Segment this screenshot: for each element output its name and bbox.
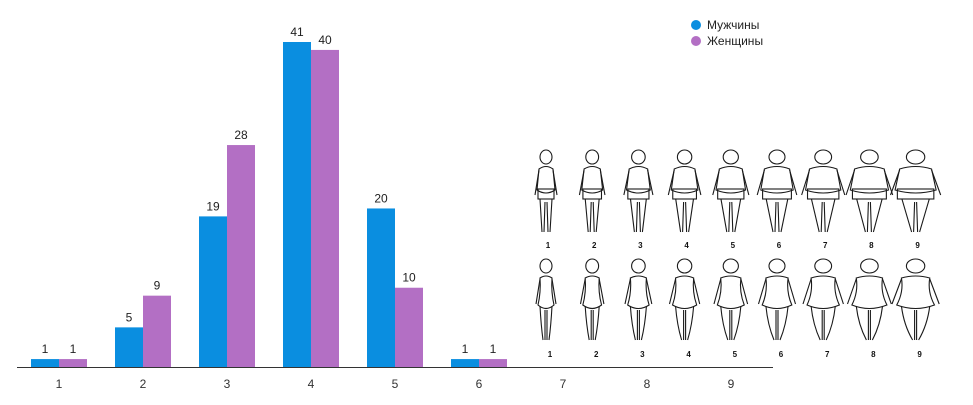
bar-men: [115, 327, 143, 367]
bar-men: [31, 359, 59, 367]
bar-men: [283, 42, 311, 367]
female-figure-number: 5: [733, 350, 738, 359]
bar-value-label: 10: [402, 271, 416, 285]
x-tick-label: 2: [140, 377, 147, 391]
bar-women: [59, 359, 87, 367]
male-figure-number: 3: [638, 241, 643, 250]
bar-women: [479, 359, 507, 367]
female-figure: [668, 258, 701, 341]
male-figure-number: 6: [777, 241, 782, 250]
male-figure: [667, 149, 702, 233]
bar-labels-layer: 1 1 5 9 19 28 41 40 20 10 1 1: [42, 25, 497, 356]
legend-item-men: Мужчины: [691, 18, 759, 32]
x-tick-label: 6: [476, 377, 483, 391]
male-figure-number: 8: [869, 241, 874, 250]
female-figure-number: 2: [594, 350, 599, 359]
male-figure-number: 7: [823, 241, 828, 250]
x-tick-label: 1: [56, 377, 63, 391]
female-figure-number: 4: [686, 350, 691, 359]
male-figure-number: 2: [592, 241, 597, 250]
bar-women: [143, 295, 171, 367]
bar-value-label: 41: [290, 25, 304, 39]
bar-value-label: 1: [462, 342, 469, 356]
bar-men: [451, 359, 479, 367]
legend-label-men: Мужчины: [707, 18, 759, 32]
bars-layer: [31, 42, 507, 368]
male-figure-number: 5: [731, 241, 736, 250]
female-figure-number: 8: [871, 350, 876, 359]
x-tick-label: 9: [728, 377, 735, 391]
female-figure-number: 9: [917, 350, 922, 359]
x-tick-labels: 1 2 3 4 5 6 7 8 9: [56, 377, 735, 391]
x-tick-label: 3: [224, 377, 231, 391]
body-figure-scale: 1 2 3 4 5 6 7 8 9 1 2 3 4 5 6 7 8 9: [534, 149, 942, 359]
male-figure: [534, 149, 558, 233]
male-figure-number: 9: [915, 241, 920, 250]
bar-value-label: 5: [126, 310, 133, 324]
male-figure-number: 1: [546, 241, 551, 250]
female-figure: [757, 258, 797, 341]
bar-value-label: 20: [374, 191, 388, 205]
bar-value-label: 1: [42, 342, 49, 356]
legend-marker-men: [691, 20, 701, 30]
women-figures-row: 1 2 3 4 5 6 7 8 9: [535, 258, 940, 359]
male-figure: [845, 149, 894, 233]
female-figure-number: 1: [548, 350, 553, 359]
female-figure: [535, 258, 557, 341]
bar-value-label: 40: [318, 33, 332, 47]
female-figure: [802, 258, 844, 341]
male-figure: [712, 149, 750, 233]
male-figure: [623, 149, 654, 233]
bar-value-label: 9: [154, 279, 161, 293]
legend: Мужчины Женщины: [691, 18, 763, 48]
x-tick-label: 8: [644, 377, 651, 391]
bar-men: [199, 216, 227, 367]
female-figure-number: 7: [825, 350, 830, 359]
male-figure-number: 4: [684, 241, 689, 250]
male-figure: [756, 149, 798, 233]
legend-label-women: Женщины: [707, 34, 763, 48]
male-figure: [578, 149, 606, 233]
bar-women: [395, 287, 423, 367]
female-figure-number: 6: [779, 350, 784, 359]
female-figure: [624, 258, 653, 341]
female-figure-number: 3: [640, 350, 645, 359]
female-figure: [846, 258, 892, 341]
bar-men: [367, 208, 395, 367]
x-tick-label: 4: [308, 377, 315, 391]
bar-women: [311, 49, 339, 368]
x-tick-label: 7: [560, 377, 567, 391]
female-figure: [713, 258, 749, 341]
female-figure: [891, 258, 940, 341]
female-figure: [579, 258, 605, 341]
x-tick-label: 5: [392, 377, 399, 391]
male-figure: [801, 149, 846, 233]
legend-item-women: Женщины: [691, 34, 763, 48]
male-figure: [890, 149, 942, 233]
bar-value-label: 1: [490, 342, 497, 356]
men-figures-row: 1 2 3 4 5 6 7 8 9: [534, 149, 942, 250]
legend-marker-women: [691, 36, 701, 46]
bar-value-label: 28: [234, 128, 248, 142]
bar-value-label: 19: [206, 199, 220, 213]
bar-value-label: 1: [70, 342, 77, 356]
bar-women: [227, 145, 255, 367]
